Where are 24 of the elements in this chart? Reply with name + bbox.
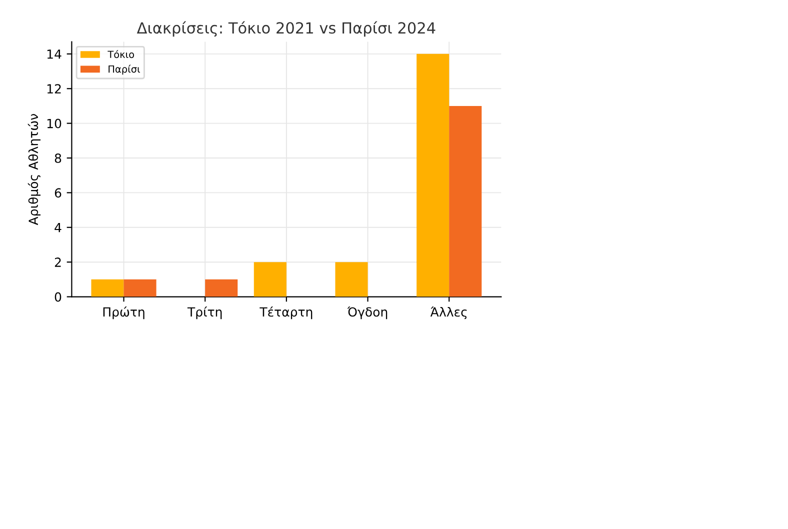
bar [91,279,124,297]
bar [449,106,482,297]
bar [335,262,368,297]
y-tick-label: 8 [54,153,62,163]
bar [124,279,156,297]
x-tick-label: Άλλες [430,306,467,320]
x-tick-label: Όγδοη [347,306,388,320]
legend-label: Παρίσι [108,64,140,75]
y-tick-label: 10 [47,118,62,128]
x-tick-label: Πρώτη [103,306,144,320]
y-tick-label: 14 [47,50,62,59]
bar [254,262,286,297]
bar [205,279,238,297]
x-tick-label: Τρίτη [187,306,222,320]
bar [416,54,450,297]
y-tick-label: 2 [54,258,61,267]
x-tick-label: Τέταρτη [260,306,312,320]
y-tick-label: 12 [47,84,61,94]
y-axis-title: Αριθμός Αθλητών [28,114,41,226]
y-tick-label: 0 [54,292,62,302]
legend-label: Τόκιο [108,50,134,58]
chart-title: Διακρίσεις: Τόκιο 2021 vs Παρίσι 2024 [136,21,436,37]
y-tick-label: 6 [54,188,62,198]
y-tick-label: 4 [54,223,62,232]
